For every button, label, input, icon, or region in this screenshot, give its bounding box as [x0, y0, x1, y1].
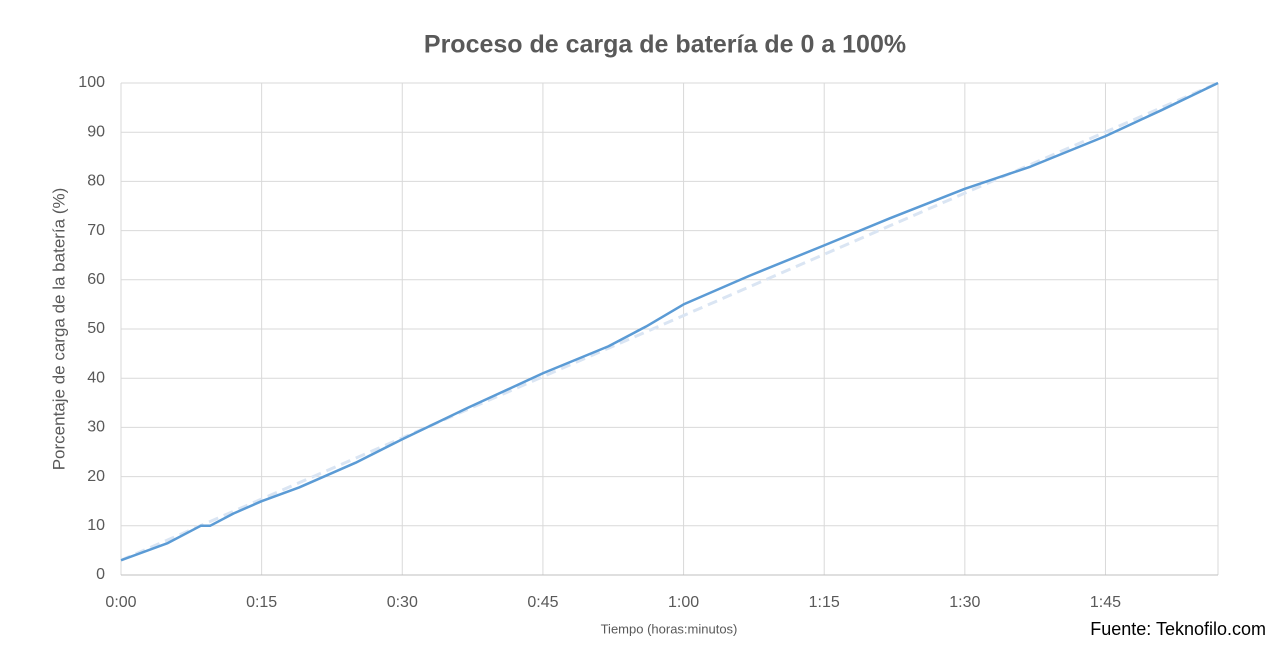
- x-tick-label: 1:45: [1090, 594, 1121, 611]
- x-tick-label: 0:45: [527, 594, 558, 611]
- x-tick-label: 0:15: [246, 594, 277, 611]
- y-tick-label: 60: [87, 271, 105, 288]
- y-tick-label: 100: [78, 74, 105, 91]
- y-tick-label: 90: [87, 123, 105, 140]
- y-tick-label: 20: [87, 468, 105, 485]
- y-tick-label: 0: [96, 566, 105, 583]
- x-tick-label: 1:00: [668, 594, 699, 611]
- x-tick-label: 0:00: [105, 594, 136, 611]
- y-tick-label: 50: [87, 320, 105, 337]
- trend-line: [120, 81, 1219, 562]
- source-note: Fuente: Teknofilo.com: [1090, 619, 1266, 639]
- chart-title: Proceso de carga de batería de 0 a 100%: [424, 31, 906, 59]
- x-tick-label: 1:30: [949, 594, 980, 611]
- y-tick-label: 30: [87, 419, 105, 436]
- y-tick-label: 80: [87, 173, 105, 190]
- y-tick-label: 70: [87, 222, 105, 239]
- x-tick-label: 1:15: [809, 594, 840, 611]
- data-line: [120, 81, 1219, 562]
- y-tick-label: 40: [87, 369, 105, 386]
- x-tick-label: 0:30: [387, 594, 418, 611]
- y-axis-title: Porcentaje de carga de la batería (%): [49, 188, 68, 471]
- x-axis-title: Tiempo (horas:minutos): [601, 621, 738, 636]
- y-tick-label: 10: [87, 517, 105, 534]
